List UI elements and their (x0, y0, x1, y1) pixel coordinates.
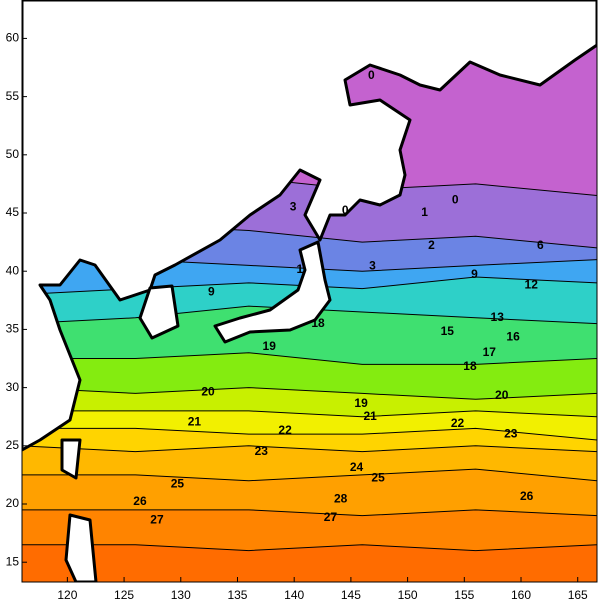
contour-label: 27 (324, 510, 338, 524)
x-tick-label: 160 (511, 588, 531, 602)
contour-label: 1 (421, 205, 428, 219)
x-tick-label: 145 (341, 588, 361, 602)
contour-label: 21 (188, 415, 202, 429)
contour-label: 15 (441, 324, 455, 338)
x-tick-label: 150 (398, 588, 418, 602)
japan (213, 240, 332, 344)
y-tick-label: 50 (6, 147, 20, 161)
x-tick-label: 125 (114, 588, 134, 602)
contour-label: 0 (452, 192, 459, 206)
contour-label: 23 (255, 444, 269, 458)
contour-label: 6 (537, 238, 544, 252)
y-tick-label: 20 (6, 496, 20, 510)
x-tick-label: 135 (227, 588, 247, 602)
y-tick-label: 60 (6, 31, 20, 45)
contour-label: 16 (506, 330, 520, 344)
contour-label: 27 (150, 512, 164, 526)
contour-label: 9 (208, 284, 215, 298)
axes: 120 125 130 135 140 145 150 155 160 1651520253035… (6, 31, 588, 603)
isotherm-line (22, 468, 597, 482)
y-tick-label: 45 (6, 205, 20, 219)
isotherm-line (22, 544, 597, 552)
contour-label: 12 (525, 277, 539, 291)
contour-label: 26 (520, 489, 534, 503)
x-tick-label: 130 (171, 588, 191, 602)
contour-label: 25 (171, 476, 185, 490)
x-tick-label: 120 (57, 588, 77, 602)
contour-label: 26 (133, 494, 147, 508)
korea (138, 284, 180, 340)
isotherm-line (22, 445, 597, 453)
contour-label: 19 (263, 339, 277, 353)
contour-label: 20 (495, 388, 509, 402)
frame (21, 0, 598, 583)
isotherm-line (22, 352, 597, 365)
contour-label: 1 (297, 262, 304, 276)
y-tick-label: 55 (6, 89, 20, 103)
contour-label: 13 (491, 310, 505, 324)
contour-label: 24 (350, 460, 364, 474)
contour-label: 3 (369, 259, 376, 273)
isotherm-line (22, 427, 597, 441)
taiwan (60, 438, 82, 480)
y-tick-label: 35 (6, 322, 20, 336)
isotherm-line (22, 509, 597, 517)
isotherm-line (22, 387, 597, 400)
contour-label: 22 (278, 423, 292, 437)
x-tick-label: 165 (568, 588, 588, 602)
y-tick-label: 30 (6, 380, 20, 394)
contour-label: 0 (342, 203, 349, 217)
contour-label: 25 (371, 471, 385, 485)
x-tick-label: 140 (284, 588, 304, 602)
y-tick-label: 40 (6, 263, 20, 277)
contour-label: 21 (363, 409, 377, 423)
y-tick-label: 25 (6, 438, 20, 452)
contour-label: 2 (428, 238, 435, 252)
temperature-field (22, 0, 597, 582)
contour-label: 3 (290, 199, 297, 213)
contour-label: 18 (463, 359, 477, 373)
y-tick-label: 15 (6, 554, 20, 568)
contour-label: 28 (334, 492, 348, 506)
asia-landmass (22, 0, 597, 452)
x-tick-label: 155 (454, 588, 474, 602)
contour-label: 0 (368, 68, 375, 82)
contour-label: 18 (311, 316, 325, 330)
contour-label: 19 (354, 396, 368, 410)
isotherm-line (22, 410, 597, 418)
contour-label: 22 (451, 416, 465, 430)
philippines (64, 513, 98, 582)
contour-label: 17 (483, 345, 497, 359)
contour-label: 9 (471, 267, 478, 281)
contour-label: 20 (201, 384, 215, 398)
isotherm-band (22, 544, 597, 582)
contour-label: 23 (504, 426, 518, 440)
land (22, 0, 597, 582)
